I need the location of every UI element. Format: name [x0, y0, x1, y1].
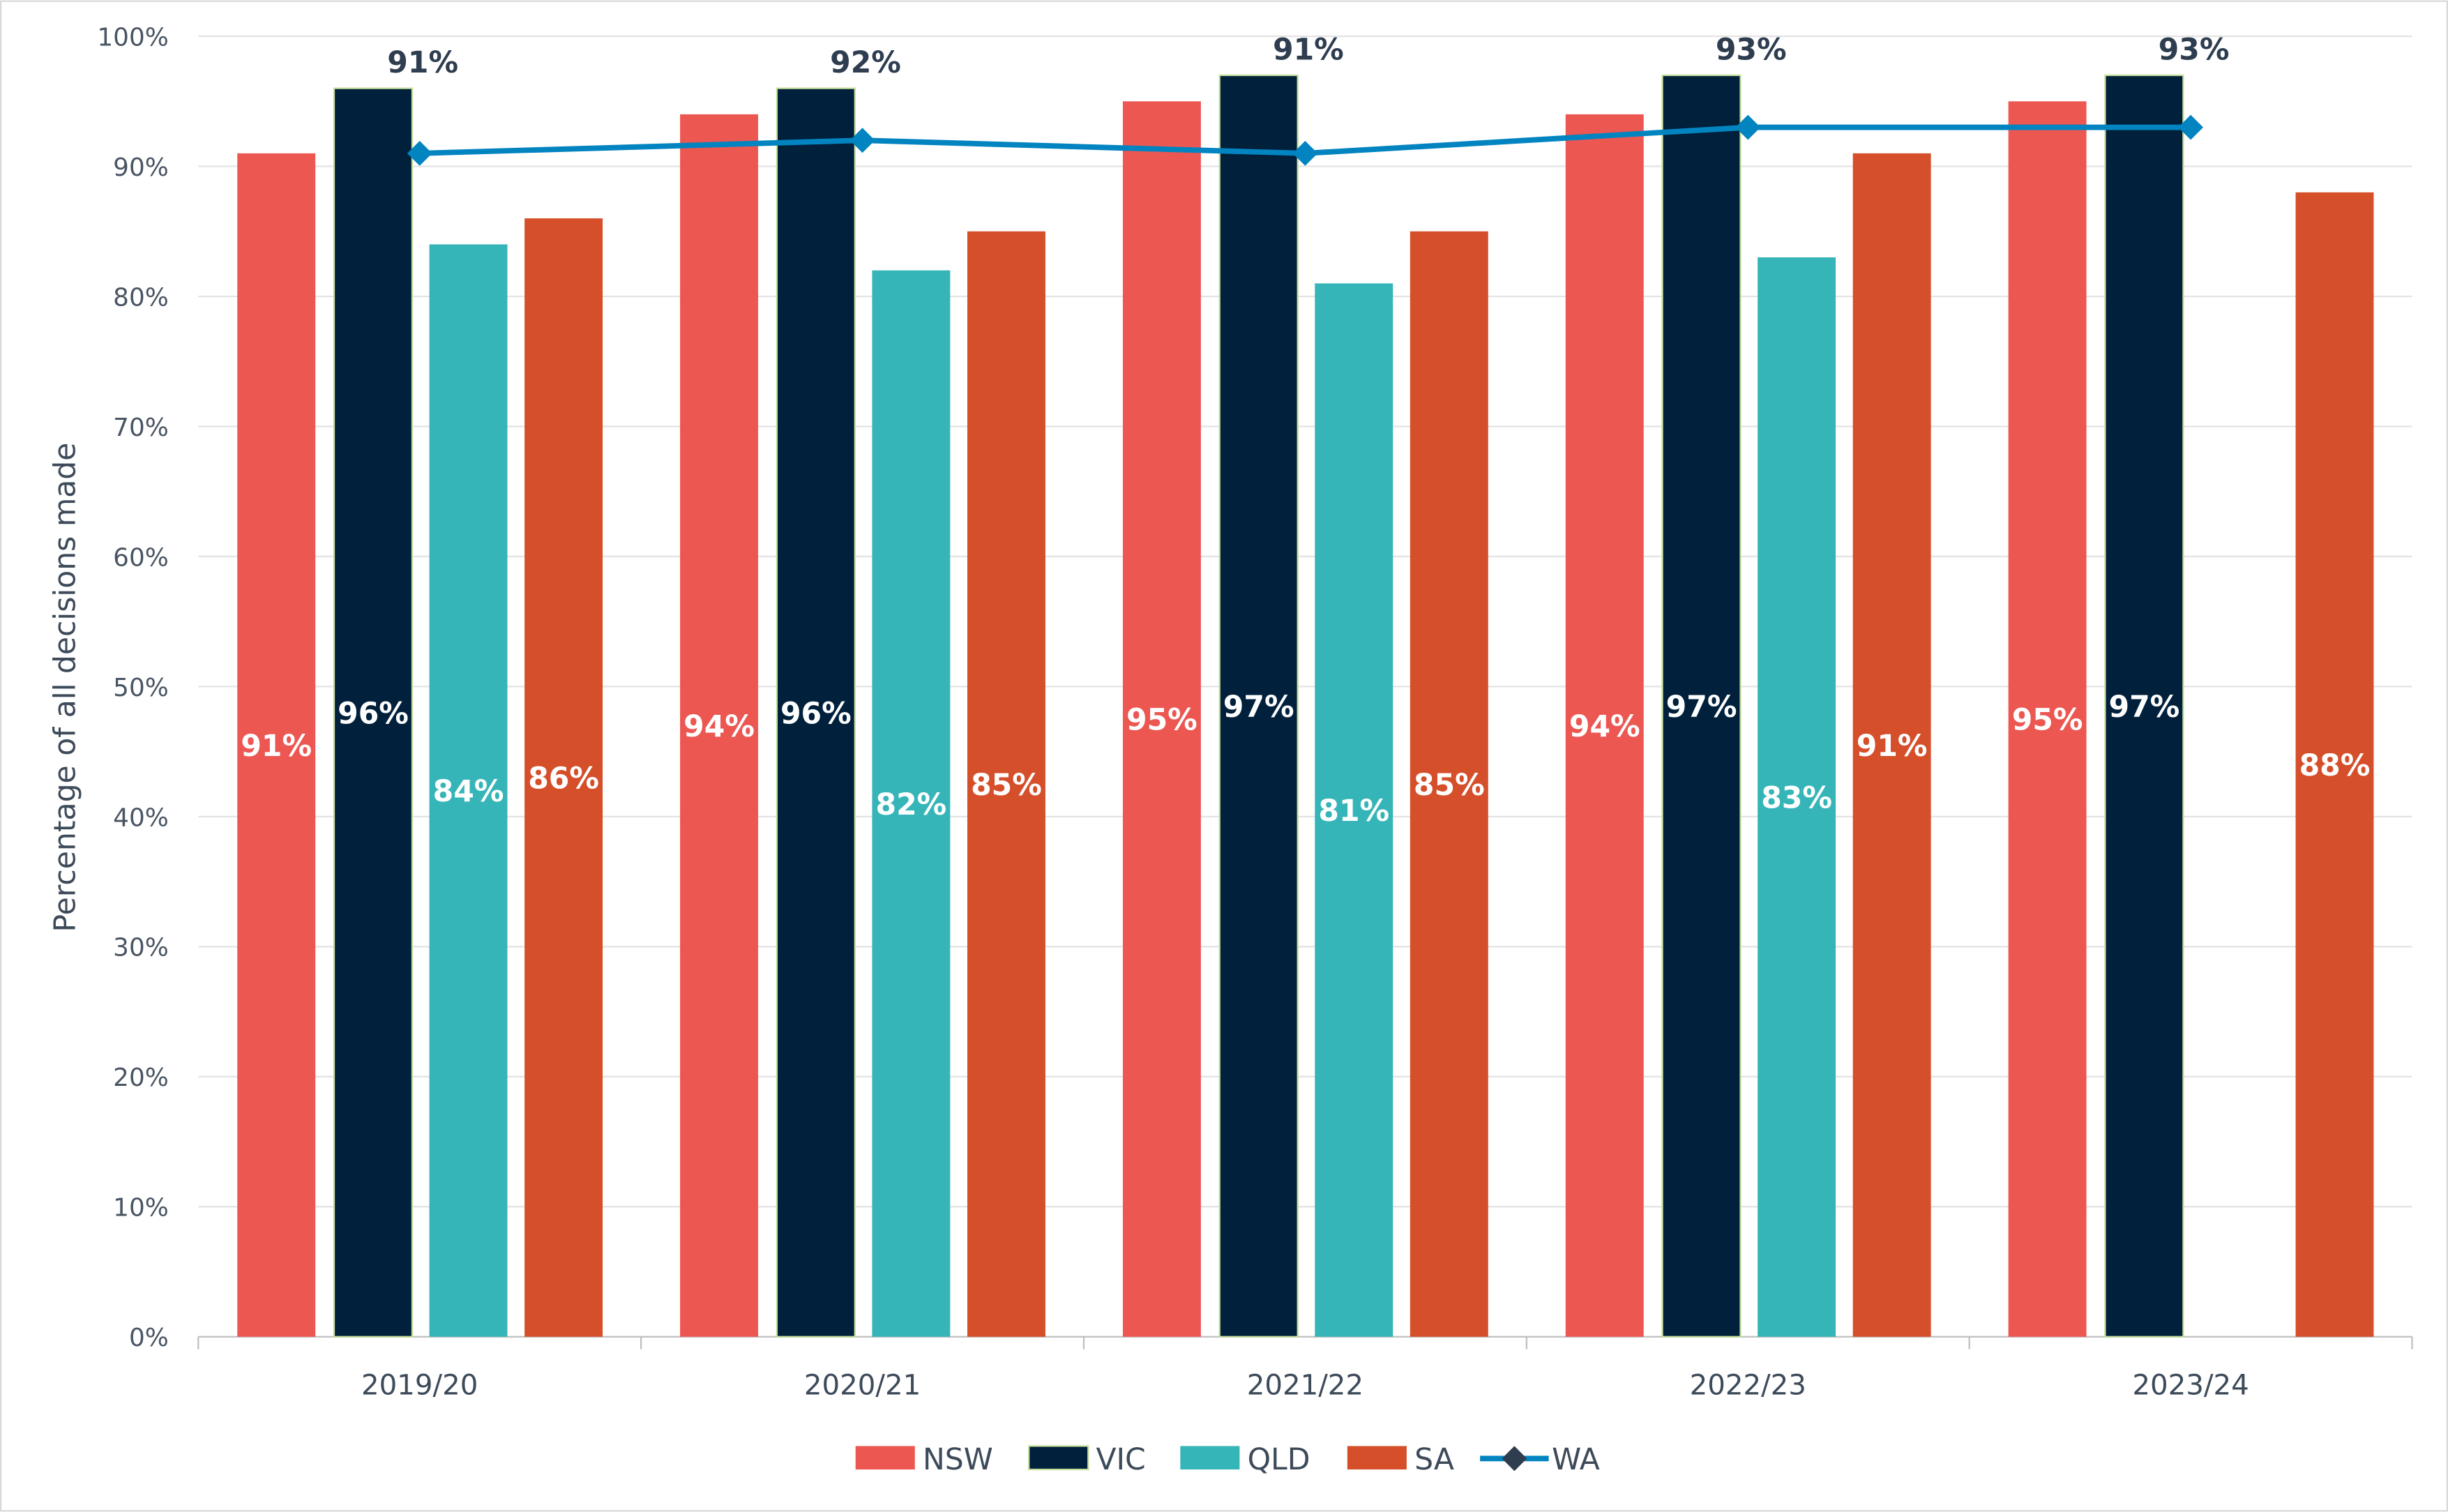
bars: 91% 94% 95% 94% 95% 96% 96% 97% 97% 97% 84% 82% 81% 8… — [237, 74, 2374, 1338]
y-tick-label: 50% — [113, 674, 169, 702]
bar-data-label: 86% — [528, 762, 599, 796]
bar-sa — [1852, 153, 1931, 1337]
y-tick-label: 100% — [97, 23, 168, 52]
bar-nsw — [2008, 101, 2087, 1337]
bar-sa — [2295, 192, 2374, 1337]
bar-vic — [1661, 74, 1741, 1338]
y-tick-label: 10% — [113, 1194, 169, 1223]
x-category-label: 2023/24 — [2132, 1369, 2249, 1402]
bar-qld — [1315, 283, 1393, 1337]
bar-nsw — [680, 114, 759, 1337]
bar-data-label: 94% — [1569, 710, 1640, 744]
wa-marker — [407, 140, 432, 166]
bar-vic — [776, 87, 856, 1338]
wa-marker — [849, 128, 875, 153]
bar-data-label: 84% — [433, 775, 504, 809]
legend-swatch-nsw — [855, 1446, 915, 1470]
bar-qld — [429, 244, 508, 1337]
x-category-label: 2022/23 — [1690, 1369, 1806, 1402]
bar-data-label: 85% — [971, 769, 1042, 803]
bar-data-label: 95% — [1126, 704, 1197, 738]
bar-data-label: 82% — [876, 788, 947, 822]
legend-label: VIC — [1096, 1443, 1145, 1477]
bar-nsw — [237, 153, 316, 1337]
bar-qld — [1758, 257, 1836, 1337]
y-tick-label: 90% — [113, 153, 169, 182]
bar-data-label: 95% — [2012, 704, 2083, 738]
bar-data-label: 97% — [1666, 690, 1737, 725]
bar-data-label: 96% — [780, 697, 852, 731]
y-axis-ticks: 0% 10% 20% 30% 40% 50% 60% 70% 80% 90% 100% — [97, 23, 168, 1352]
y-tick-label: 60% — [113, 543, 169, 572]
legend-label: NSW — [923, 1443, 993, 1477]
bar-data-label: 85% — [1414, 769, 1485, 803]
wa-data-label: 93% — [1716, 33, 1787, 68]
wa-marker — [2178, 114, 2203, 140]
bar-data-label: 88% — [2299, 749, 2371, 783]
legend: NSW VIC QLD SA WA — [855, 1443, 1600, 1477]
legend-label: WA — [1552, 1443, 1600, 1477]
bar-data-label: 91% — [241, 729, 312, 764]
wa-data-label: 91% — [1273, 33, 1344, 68]
bar-data-label: 91% — [1857, 729, 1928, 764]
bar-vic — [333, 87, 414, 1338]
wa-data-label: 92% — [830, 46, 901, 80]
x-category-label: 2020/21 — [804, 1369, 921, 1402]
bar-nsw — [1122, 101, 1201, 1337]
legend-label: QLD — [1248, 1443, 1310, 1477]
bar-data-label: 97% — [2109, 690, 2180, 725]
legend-swatch-sa — [1347, 1446, 1407, 1470]
y-tick-label: 70% — [113, 414, 169, 442]
x-category-label: 2021/22 — [1247, 1369, 1363, 1402]
bar-data-label: 94% — [683, 710, 755, 744]
wa-line: 91% 92% 91% 93% 93% — [387, 33, 2229, 166]
bar-data-label: 81% — [1318, 794, 1389, 829]
x-category-label: 2019/20 — [361, 1369, 478, 1402]
y-axis-label: Percentage of all decisions made — [48, 443, 82, 932]
legend-swatch-qld — [1180, 1446, 1240, 1470]
bar-vic — [2104, 74, 2184, 1338]
bar-data-label: 97% — [1223, 690, 1294, 725]
y-tick-label: 30% — [113, 934, 169, 962]
bar-data-label: 96% — [338, 697, 409, 731]
wa-data-label: 93% — [2159, 33, 2230, 68]
bar-sa — [524, 218, 603, 1337]
wa-marker — [1735, 114, 1761, 140]
x-axis-categories: 2019/20 2020/21 2021/22 2022/23 2023/24 — [197, 1336, 2413, 1402]
bar-vic — [1218, 74, 1299, 1338]
wa-data-label: 91% — [387, 46, 458, 80]
y-tick-label: 40% — [113, 803, 169, 832]
bar-qld — [872, 270, 951, 1337]
wa-marker — [1292, 140, 1318, 166]
y-tick-label: 0% — [129, 1324, 169, 1352]
bar-data-label: 83% — [1761, 782, 1832, 816]
legend-swatch-wa-marker — [1502, 1446, 1527, 1472]
bar-nsw — [1565, 114, 1644, 1337]
legend-label: SA — [1414, 1443, 1454, 1477]
bar-sa — [1410, 231, 1488, 1337]
bar-sa — [967, 231, 1045, 1337]
y-tick-label: 80% — [113, 283, 169, 312]
legend-swatch-vic — [1028, 1445, 1089, 1471]
y-tick-label: 20% — [113, 1064, 169, 1092]
